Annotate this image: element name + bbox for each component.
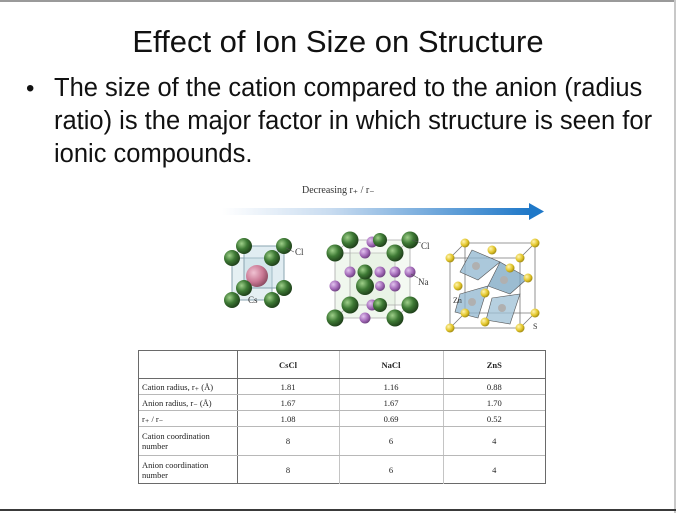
bullet-text: The size of the cation compared to the a…	[54, 74, 653, 168]
table-cell: 8	[236, 455, 339, 484]
row-label: Cation radius, r₊ (Å)	[139, 378, 237, 395]
bullet-point: • The size of the cation compared to the…	[26, 72, 656, 171]
table-cell: 0.52	[442, 410, 545, 427]
slide-right-border	[674, 0, 676, 513]
radius-ratio-table: CsCl NaCl ZnS Cation radius, r₊ (Å) 1.81…	[138, 350, 546, 484]
table-header-row: CsCl NaCl ZnS	[139, 351, 545, 379]
cscl-cation-label: Cs	[248, 295, 258, 305]
nacl-cation-label: Na	[418, 277, 429, 287]
cscl-unit-cell	[224, 238, 295, 308]
table-row: r₊ / r₋ 1.08 0.69 0.52	[139, 410, 545, 427]
table-cell: 1.81	[236, 378, 339, 395]
table-row: Cation coordination number 8 6 4	[139, 426, 545, 456]
slide-top-border	[0, 0, 676, 2]
table-header-nacl: NaCl	[338, 351, 443, 379]
nacl-anion-label: Cl	[421, 241, 430, 251]
zns-cation-label: Zn	[453, 296, 462, 305]
row-label: r₊ / r₋	[139, 410, 237, 427]
crystal-structures: Cl Cs Cl Na	[224, 231, 540, 333]
table-cell: 4	[442, 426, 545, 456]
decreasing-ratio-arrow	[222, 203, 544, 220]
zns-anion-label: S	[533, 322, 537, 331]
table-cell: 4	[442, 455, 545, 484]
row-label: Anion coordination number	[142, 459, 209, 480]
table-cell: 6	[338, 426, 443, 456]
bullet-marker: •	[26, 75, 35, 102]
row-label: Cation coordination number	[139, 426, 237, 456]
table-row: Cation radius, r₊ (Å) 1.81 1.16 0.88	[139, 378, 545, 395]
table-header-zns: ZnS	[442, 351, 545, 379]
row-label: Anion radius, r₋ (Å)	[139, 394, 237, 411]
cscl-anion-label: Cl	[295, 247, 304, 257]
table-cell: 1.67	[338, 394, 443, 411]
table-cell: 0.88	[442, 378, 545, 395]
slide-title: Effect of Ion Size on Structure	[132, 24, 544, 59]
table-cell: 1.16	[338, 378, 443, 395]
zns-unit-cell	[445, 238, 540, 333]
table-cell: 6	[338, 455, 443, 484]
table-header-cscl: CsCl	[236, 351, 339, 379]
table-header-blank	[139, 351, 237, 379]
table-row: Anion coordination number 8 6 4	[139, 455, 545, 484]
arrow-caption: Decreasing r₊ / r₋	[302, 185, 375, 196]
table-cell: 1.70	[442, 394, 545, 411]
table-row: Anion radius, r₋ (Å) 1.67 1.67 1.70	[139, 394, 545, 411]
table-cell: 0.69	[338, 410, 443, 427]
nacl-unit-cell	[326, 231, 422, 327]
table-cell: 1.67	[236, 394, 339, 411]
table-cell: 8	[236, 426, 339, 456]
table-cell: 1.08	[236, 410, 339, 427]
slide-bottom-border	[0, 509, 676, 511]
